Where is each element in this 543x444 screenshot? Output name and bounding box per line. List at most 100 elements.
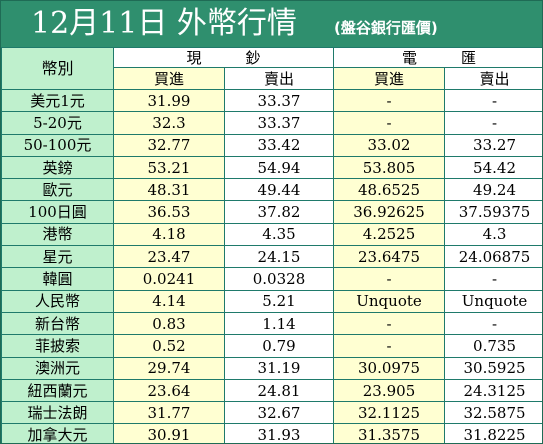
page-title: 12月11日 外幣行情	[31, 6, 297, 41]
table-subheader-row: 買進 賣出 買進 賣出	[2, 67, 542, 90]
table-row: 美元1元 31.99 33.37- -	[1, 88, 542, 113]
remit-sell-cell: Unquote	[444, 289, 542, 313]
header-bar: 12月11日 外幣行情 (盤谷銀行匯價)	[1, 1, 542, 47]
cash-buy-cell: 0.83	[113, 311, 225, 336]
table-row: 新台幣 0.83 1.14- -	[1, 311, 542, 336]
cash-buy-cell: 32.77	[113, 133, 225, 157]
cash-sell-cell: 24.81	[223, 378, 335, 403]
currency-column-header: 幣別	[1, 47, 114, 90]
remit-group-header: 電匯	[333, 47, 542, 68]
table-row: 紐西蘭元 23.64 24.81 23.905 24.3125	[1, 378, 542, 403]
remit-buy-cell: 48.6525	[333, 178, 446, 202]
currency-cell: 人民幣	[1, 289, 114, 313]
currency-cell: 5-20元	[1, 111, 114, 135]
currency-cell: 英鎊	[1, 155, 114, 180]
remit-buy-cell: Unquote	[333, 289, 446, 313]
table-row: 人民幣 4.14 5.21 Unquote Unquote	[1, 289, 542, 313]
table-row: 澳洲元 29.74 31.19 30.0975 30.5925	[1, 356, 542, 380]
remit-buy-cell: 4.2525	[333, 222, 446, 247]
cash-sell-cell: 24.15	[223, 245, 335, 269]
remit-buy-cell: 53.805	[333, 155, 446, 180]
cash-sell-cell: 0.0328	[223, 267, 335, 291]
cash-buy-cell: 4.14	[113, 289, 225, 313]
currency-cell: 韓圓	[1, 267, 114, 291]
currency-cell: 新台幣	[1, 311, 114, 336]
cash-sell-cell: 1.14	[223, 311, 335, 336]
remit-buy-cell: -	[333, 334, 446, 358]
currency-cell: 紐西蘭元	[1, 378, 114, 403]
cash-buy-cell: 48.31	[113, 178, 225, 202]
cash-sell-cell: 31.93	[223, 423, 335, 443]
cash-sell-cell: 4.35	[223, 222, 335, 247]
remit-sell-cell: 31.8225	[444, 423, 542, 443]
cash-buy-cell: 4.18	[113, 222, 225, 247]
currency-cell: 歐元	[1, 178, 114, 202]
currency-cell: 菲披索	[1, 334, 114, 358]
remit-buy-cell: -	[333, 311, 446, 336]
cash-sell-cell: 33.37	[223, 111, 335, 135]
remit-sell-cell: 24.3125	[444, 378, 542, 403]
remit-sell-cell: 54.42	[444, 155, 542, 180]
cash-buy-cell: 23.47	[113, 245, 225, 269]
table-row: 星元 23.47 24.15 23.6475 24.06875	[1, 245, 542, 269]
cash-buy-cell: 30.91	[113, 423, 225, 443]
remit-sell-cell: -	[444, 111, 542, 135]
table-row: 歐元 48.31 49.44 48.6525 49.24	[1, 178, 542, 202]
remit-buy-cell: 23.6475	[333, 245, 446, 269]
currency-cell: 50-100元	[1, 133, 114, 157]
cash-sell-cell: 54.94	[223, 155, 335, 180]
remit-sell-cell: 4.3	[444, 222, 542, 247]
cash-buy-header: 買進	[113, 67, 225, 90]
remit-sell-cell: 24.06875	[444, 245, 542, 269]
cash-sell-cell: 5.21	[223, 289, 335, 313]
currency-cell: 星元	[1, 245, 114, 269]
table-header-row: 幣別 現鈔 電匯	[1, 47, 542, 90]
currency-cell: 港幣	[1, 222, 114, 247]
cash-buy-cell: 36.53	[113, 200, 225, 224]
cash-buy-cell: 53.21	[113, 155, 225, 180]
remit-buy-cell: -	[333, 88, 446, 113]
cash-sell-cell: 32.67	[223, 401, 335, 425]
rates-table: 幣別 現鈔 電匯 買進 賣出 買進 賣出 美元1元 31.99 33.37- -5-2…	[1, 47, 542, 443]
remit-buy-cell: -	[333, 267, 446, 291]
cash-group-header: 現鈔	[112, 47, 335, 68]
remit-buy-cell: 36.92625	[333, 200, 446, 224]
cash-buy-cell: 0.0241	[113, 267, 225, 291]
remit-buy-cell: 32.1125	[333, 401, 446, 425]
table-row: 50-100元 32.77 33.42 33.02 33.27	[1, 133, 542, 157]
remit-buy-cell: 31.3575	[333, 423, 446, 443]
cash-buy-cell: 32.3	[113, 111, 225, 135]
remit-sell-cell: 37.59375	[444, 200, 542, 224]
cash-sell-cell: 33.37	[223, 88, 335, 113]
remit-buy-cell: 30.0975	[333, 356, 446, 380]
source-note: (盤谷銀行匯價)	[334, 19, 438, 37]
cash-sell-header: 賣出	[223, 67, 335, 90]
remit-sell-header: 賣出	[444, 67, 542, 90]
cash-buy-cell: 31.99	[113, 88, 225, 113]
table-row: 港幣 4.18 4.35 4.2525 4.3	[1, 222, 542, 247]
cash-sell-cell: 33.42	[223, 133, 335, 157]
remit-sell-cell: -	[444, 88, 542, 113]
cash-sell-cell: 0.79	[223, 334, 335, 358]
table-row: 5-20元 32.3 33.37- -	[1, 111, 542, 135]
cash-sell-cell: 49.44	[223, 178, 335, 202]
cash-buy-cell: 29.74	[113, 356, 225, 380]
remit-buy-cell: -	[333, 111, 446, 135]
cash-buy-cell: 0.52	[113, 334, 225, 358]
currency-cell: 加拿大元	[1, 423, 114, 443]
cash-sell-cell: 37.82	[223, 200, 335, 224]
remit-buy-cell: 23.905	[333, 378, 446, 403]
currency-cell: 美元1元	[1, 88, 114, 113]
table-row: 英鎊 53.21 54.94 53.805 54.42	[1, 155, 542, 180]
remit-buy-header: 買進	[333, 67, 446, 90]
remit-sell-cell: -	[444, 267, 542, 291]
cash-buy-cell: 23.64	[113, 378, 225, 403]
table-row: 韓圓 0.0241 0.0328- -	[1, 267, 542, 291]
remit-sell-cell: -	[444, 311, 542, 336]
remit-sell-cell: 32.5875	[444, 401, 542, 425]
table-row: 100日圓 36.53 37.82 36.92625 37.59375	[1, 200, 542, 224]
table-row: 瑞士法朗 31.77 32.67 32.1125 32.5875	[1, 401, 542, 425]
remit-buy-cell: 33.02	[333, 133, 446, 157]
remit-sell-cell: 33.27	[444, 133, 542, 157]
table-row: 加拿大元 30.91 31.93 31.3575 31.8225	[1, 423, 542, 443]
